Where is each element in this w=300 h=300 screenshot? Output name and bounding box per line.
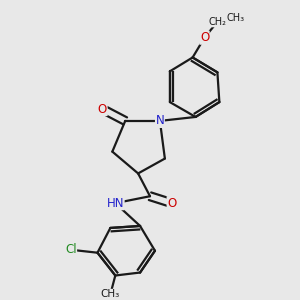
Text: CH₂: CH₂ [208, 17, 226, 27]
Text: CH₃: CH₃ [226, 13, 244, 23]
Text: N: N [155, 114, 164, 128]
Text: O: O [167, 197, 176, 210]
Text: HN: HN [106, 197, 124, 210]
Text: CH₃: CH₃ [101, 289, 120, 299]
Text: O: O [98, 103, 107, 116]
Text: Cl: Cl [65, 243, 76, 256]
Text: O: O [200, 31, 209, 44]
